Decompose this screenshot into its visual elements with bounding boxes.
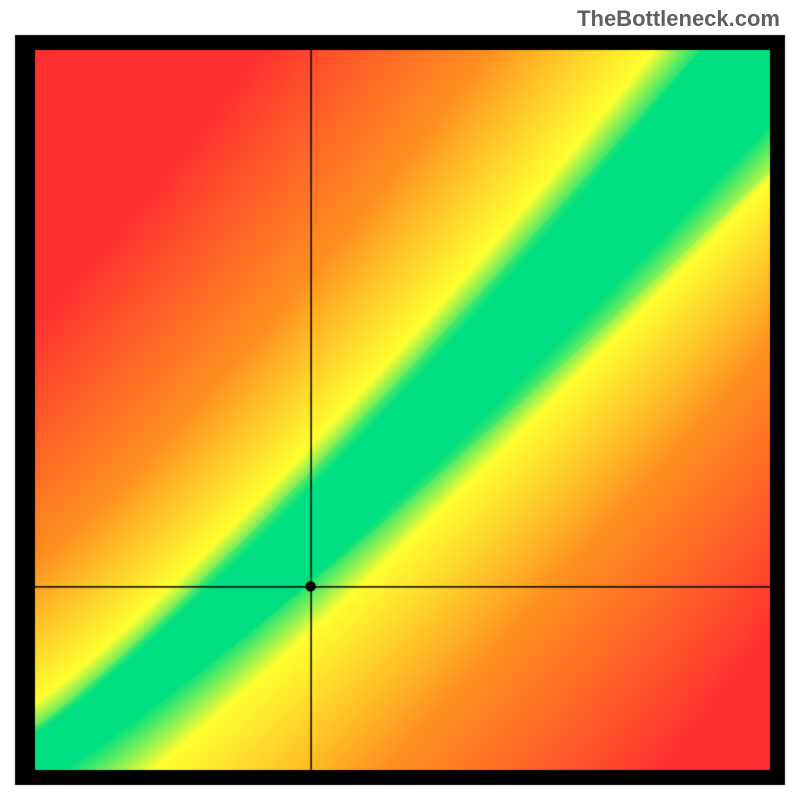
chart-container: TheBottleneck.com: [0, 0, 800, 800]
bottleneck-heatmap-canvas: [0, 0, 800, 800]
watermark-text: TheBottleneck.com: [577, 6, 780, 32]
